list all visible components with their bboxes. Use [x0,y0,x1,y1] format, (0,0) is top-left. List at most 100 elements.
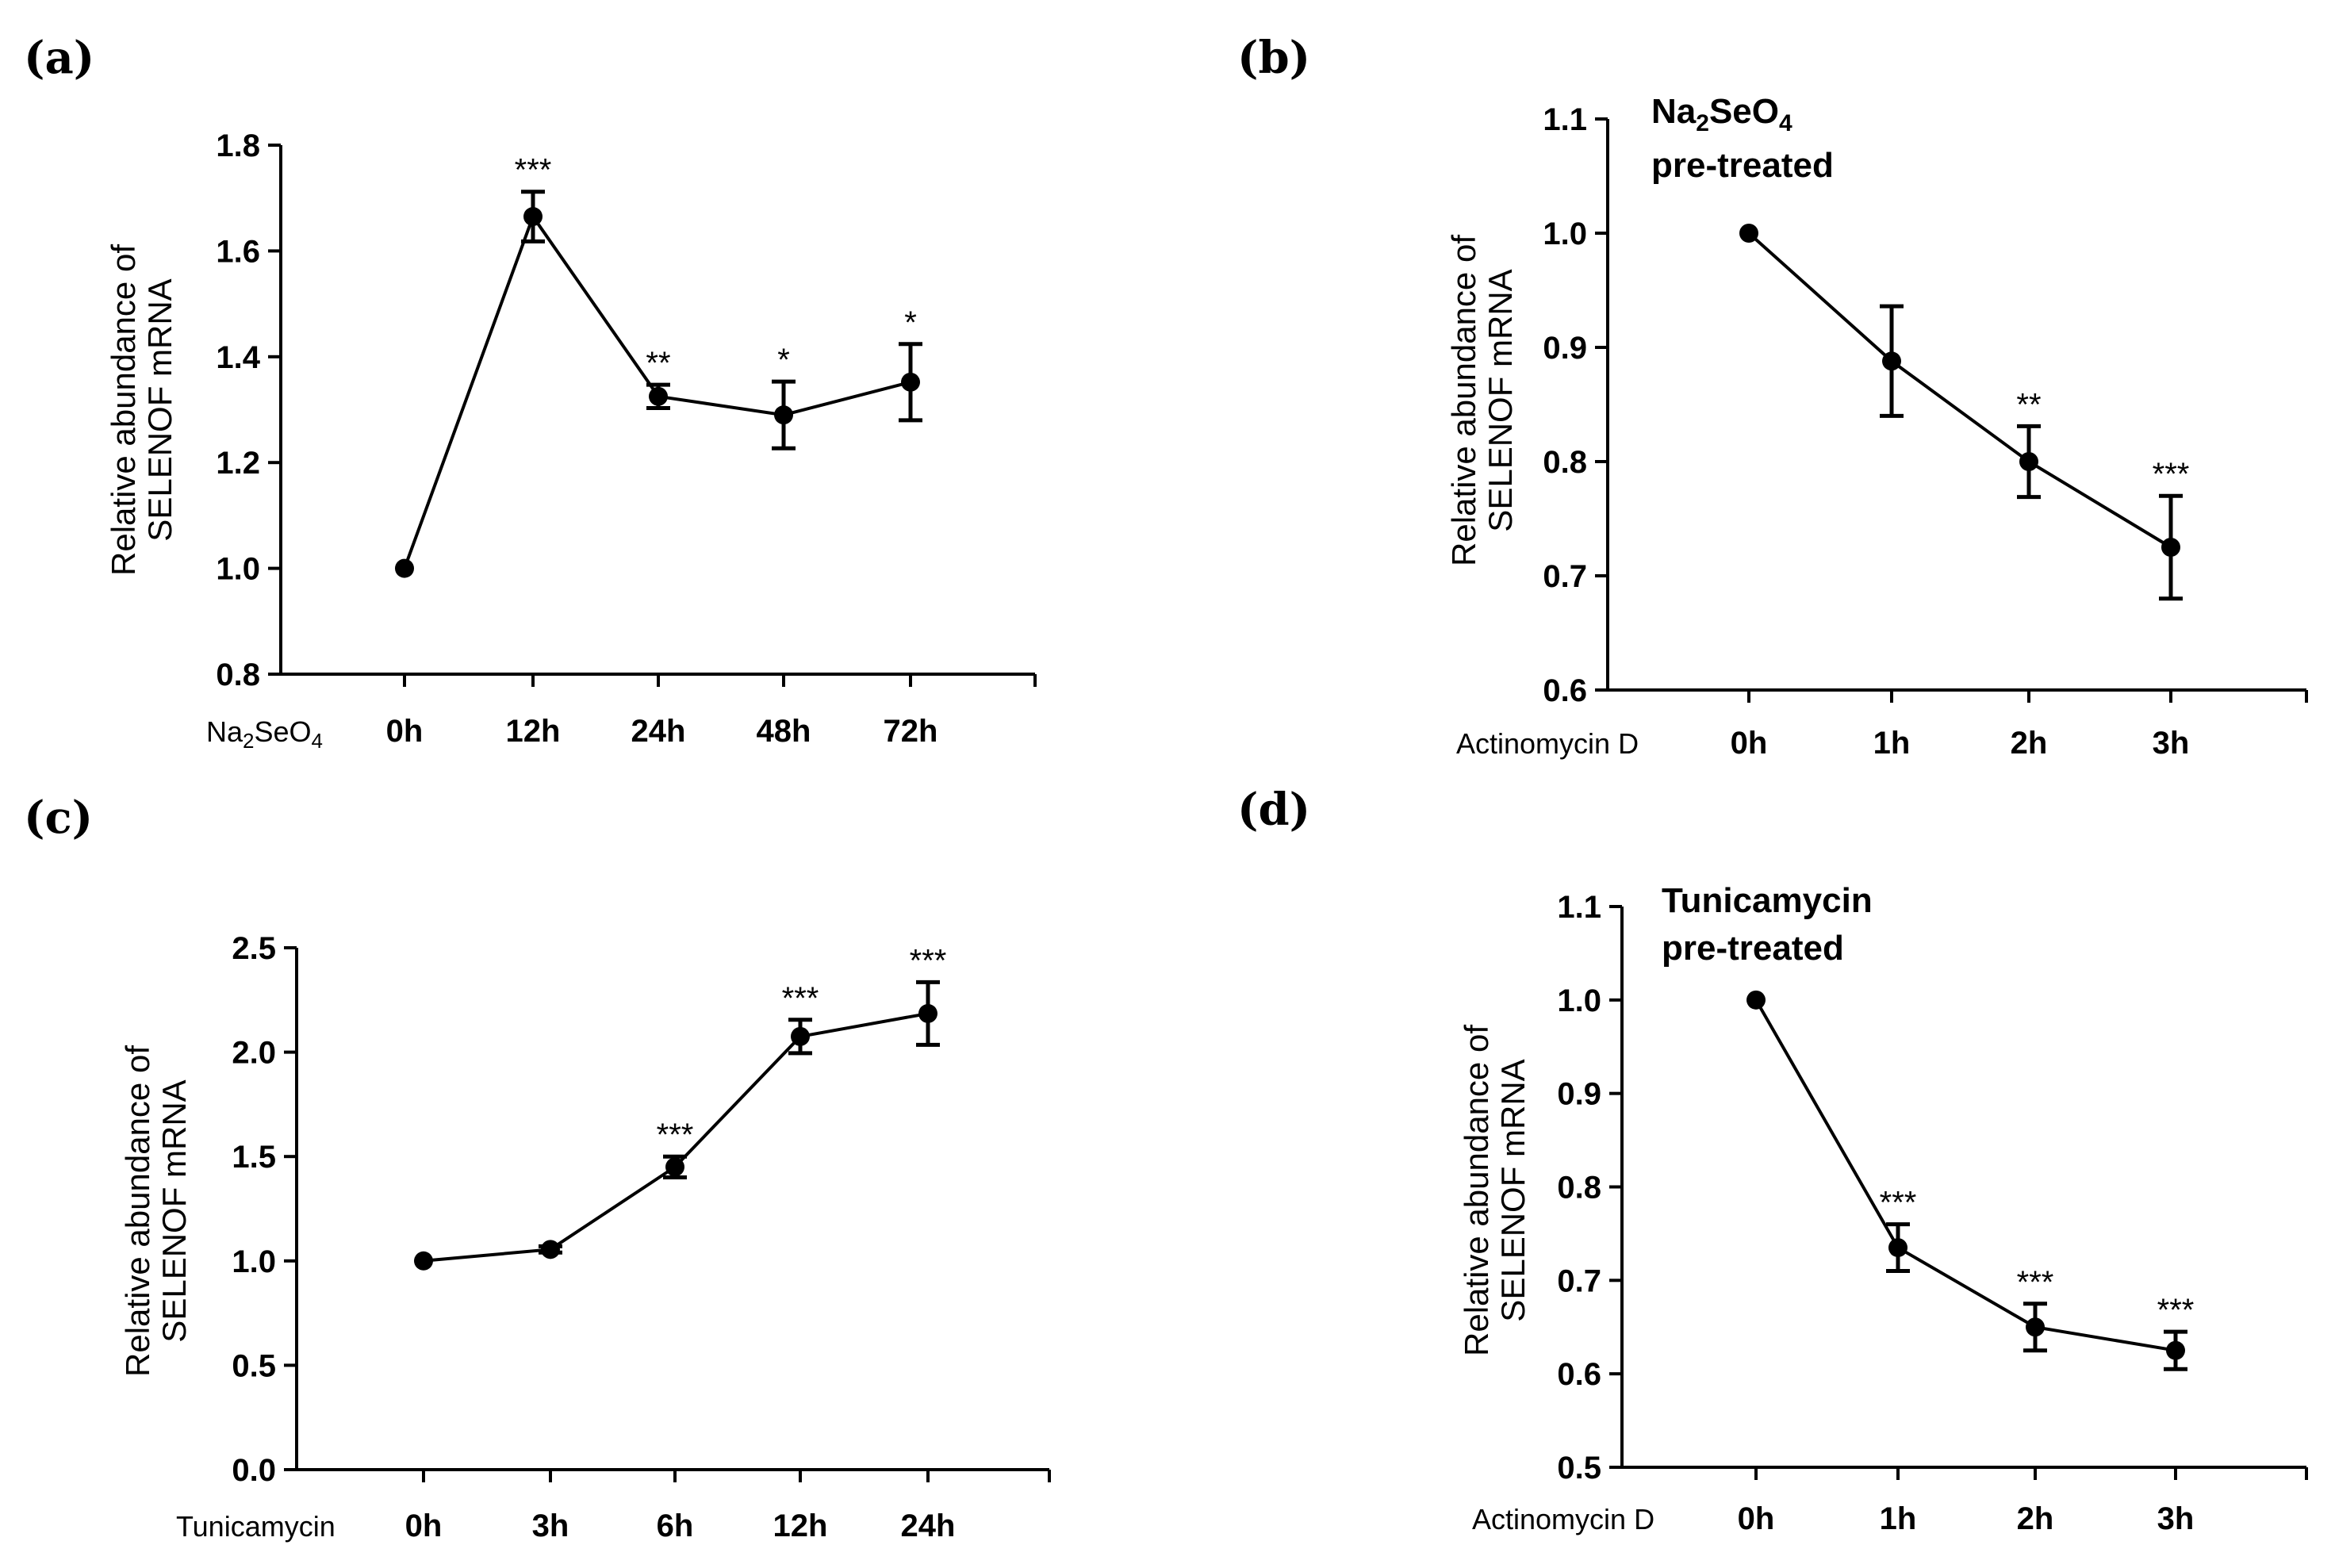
significance-stars: * [777,343,790,378]
annotation-subscript: 4 [1779,110,1792,136]
y-tick-label: 1.0 [216,552,260,587]
y-axis-label: Relative abundance ofSELENOF mRNA [1445,235,1519,566]
y-tick-label: 1.6 [216,234,260,269]
x-tick-label: 3h [2157,1501,2195,1536]
significance-stars: ** [646,346,670,381]
significance-stars: *** [910,943,947,978]
x-tick-label: 0h [1731,726,1768,761]
y-tick-label: 2.5 [232,931,276,966]
y-tick-label: 1.5 [232,1140,276,1175]
data-point [414,1251,433,1271]
y-tick-label: 1.0 [232,1244,276,1279]
y-tick-label: 0.0 [232,1453,276,1488]
x-tick-label: 2h [2017,1501,2054,1536]
prefix-text: Na [206,715,243,748]
y-axis-label-line: SELENOF mRNA [1482,269,1519,531]
data-point [395,558,414,578]
panel-label: (a) [24,32,94,84]
y-tick-label: 0.8 [1557,1171,1601,1206]
x-tick-label: 6h [657,1509,694,1543]
y-axis-label-line: SELENOF mRNA [155,1079,193,1342]
y-tick-label: 0.8 [216,657,260,692]
significance-stars: *** [2017,1265,2054,1300]
y-tick-label: 1.8 [216,128,260,163]
panel-b: (b) 0.6 0.7 0.8 0.9 1.0 1.1 0h 1h 2h 3h Actinomycin… [1237,32,2308,761]
prefix-text: Actinomycin D [1456,727,1639,760]
x-tick-label: 0h [1738,1501,1775,1536]
prefix-text: Actinomycin D [1472,1503,1654,1535]
annotation-subscript: 2 [1696,110,1709,136]
series-line [1747,232,2172,549]
panel-label: (d) [1237,784,1310,836]
y-axis-label: Relative abundance ofSELENOF mRNA [1458,1025,1532,1356]
x-tick-label: 2h [2011,726,2048,761]
x-tick-label: 0h [405,1509,443,1543]
data-point [918,1003,937,1023]
panel-label: (b) [1237,32,1310,84]
y-axis-label: Relative abundance ofSELENOF mRNA [119,1045,193,1377]
pretreatment-annotation: Na2SeO4 [1651,92,1792,136]
y-tick-label: 0.7 [1557,1263,1601,1298]
y-tick-label: 1.2 [216,446,260,481]
panel-d: (d) 0.5 0.6 0.7 0.8 0.9 1.0 1.1 0h 1h 2h 3h Actinomy… [1237,784,2308,1536]
prefix-subscript: 4 [312,729,323,753]
y-tick-label: 1.1 [1557,890,1601,925]
y-tick-label: 0.6 [1543,673,1587,708]
pretreatment-annotation: Tunicamycin [1662,881,1873,920]
significance-stars: *** [657,1118,694,1152]
x-axis-prefix: Na2SeO4 [206,715,323,753]
data-point [523,207,543,227]
data-point [2019,452,2038,471]
prefix-subscript: 2 [243,729,254,753]
y-tick-label: 1.1 [1543,102,1587,137]
y-tick-label: 0.5 [232,1348,276,1383]
y-axis-label: Relative abundance ofSELENOF mRNA [105,244,178,576]
data-point [2161,538,2180,557]
data-point [649,386,668,406]
data-point [901,372,920,392]
y-axis-label-line: Relative abundance of [119,1045,156,1377]
y-tick-label: 1.0 [1557,983,1601,1018]
data-point [1746,990,1766,1010]
y-tick-label: 0.7 [1543,559,1587,594]
y-axis-label-line: Relative abundance of [105,244,142,576]
panel-c: (c) 0.0 0.5 1.0 1.5 2.0 2.5 0h 3h 6h 12h 24h Tunicam… [24,792,1051,1543]
x-tick-label: 12h [773,1509,828,1543]
data-point [791,1026,810,1046]
pretreatment-annotation-line2: pre-treated [1662,929,1844,968]
annotation-text: Na [1651,92,1697,131]
significance-stars: *** [2153,457,2190,492]
x-tick-label: 24h [901,1509,956,1543]
data-point [1888,1238,1907,1258]
x-axis-prefix: Actinomycin D [1456,727,1639,760]
y-tick-label: 1.0 [1543,217,1587,251]
y-tick-label: 0.5 [1557,1451,1601,1486]
significance-stars: *** [1880,1186,1917,1221]
y-tick-label: 1.4 [216,340,260,375]
x-tick-label: 1h [1873,726,1911,761]
data-point [1882,351,1901,371]
x-tick-label: 0h [386,714,424,749]
significance-stars: ** [2016,387,2041,422]
y-tick-label: 0.8 [1543,445,1587,480]
y-axis-label-line: SELENOF mRNA [141,278,178,541]
panel-label: (c) [24,792,93,844]
pretreatment-annotation-line2: pre-treated [1651,146,1834,185]
x-tick-label: 12h [506,714,561,749]
x-tick-label: 48h [757,714,811,749]
x-tick-label: 3h [2153,726,2190,761]
y-tick-label: 0.9 [1543,331,1587,366]
series-line [1754,999,2176,1352]
data-point [2166,1340,2185,1360]
data-point [665,1157,684,1177]
annotation-text: SeO [1709,92,1779,131]
data-point [1739,224,1758,243]
y-axis-label-line: Relative abundance of [1445,235,1482,566]
data-point [541,1240,560,1259]
panel-a: (a) 0.8 1.0 1.2 1.4 1.6 1.8 0h 12h 24h 48h 72h Na2Se… [24,32,1037,753]
data-point [774,405,793,425]
significance-stars: * [904,305,917,340]
y-tick-label: 0.6 [1557,1357,1601,1392]
x-axis-prefix: Tunicamycin [176,1510,335,1543]
y-tick-label: 0.9 [1557,1077,1601,1112]
